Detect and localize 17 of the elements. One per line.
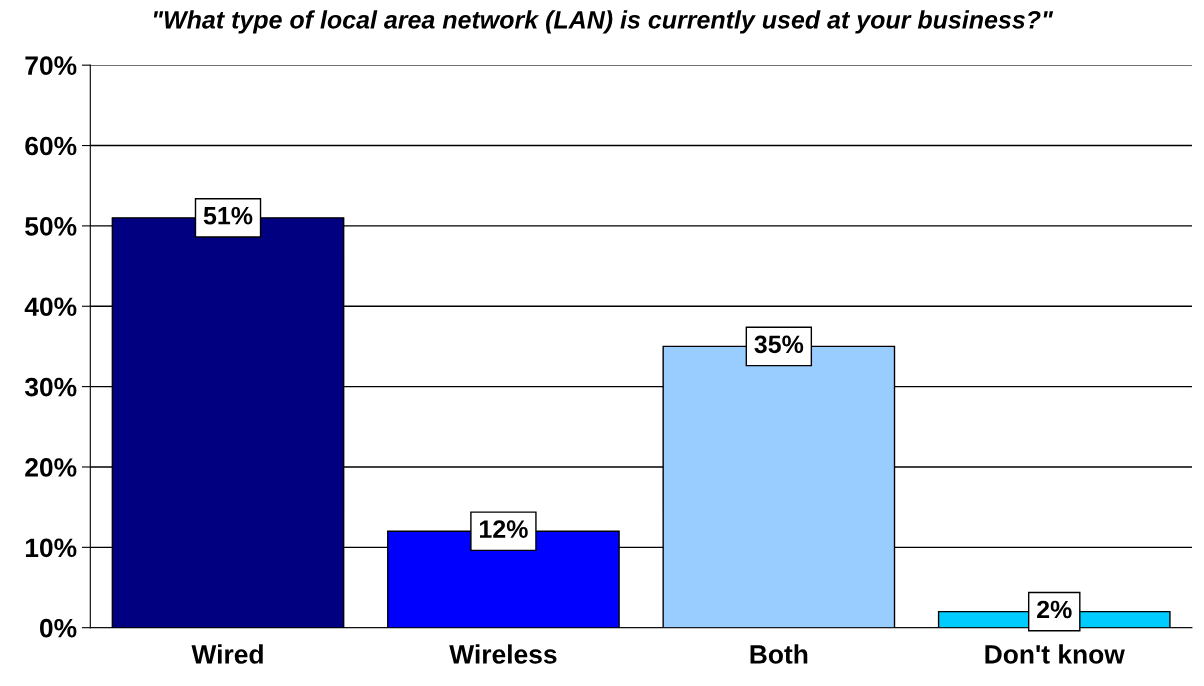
y-tick-label: 60% bbox=[25, 136, 77, 156]
y-tick-label: 20% bbox=[25, 458, 77, 477]
data-label: 35% bbox=[754, 335, 804, 354]
data-label: 51% bbox=[203, 206, 253, 225]
x-tick-label: Wireless bbox=[449, 644, 557, 664]
y-tick-label: 0% bbox=[40, 618, 77, 638]
y-tick-label: 50% bbox=[25, 217, 77, 236]
data-label: 2% bbox=[1037, 600, 1072, 619]
x-tick-label: Don't know bbox=[985, 644, 1125, 664]
chart-title: "What type of local area network (LAN) is currently used at your business?" bbox=[153, 10, 1054, 34]
y-tick-label: 30% bbox=[24, 377, 77, 397]
data-label: 12% bbox=[479, 520, 528, 538]
x-tick-label: Wired bbox=[191, 644, 263, 664]
x-tick-label: Both bbox=[750, 644, 808, 664]
y-tick-label: 10% bbox=[25, 538, 77, 558]
y-tick-label: 70% bbox=[25, 56, 77, 75]
y-tick-label: 40% bbox=[24, 297, 77, 317]
